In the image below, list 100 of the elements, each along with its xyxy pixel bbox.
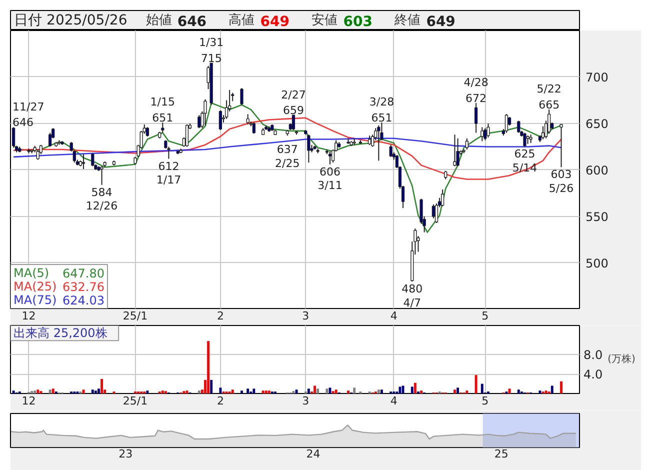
bar (98, 388, 100, 394)
bar (231, 390, 234, 394)
bar (161, 390, 164, 394)
bar (210, 380, 213, 394)
bar (207, 341, 210, 394)
y-tick-label: 500 (586, 256, 608, 270)
bar (34, 390, 36, 394)
x-tick-label: 5 (482, 394, 489, 408)
x-tick-label: 23 (118, 448, 133, 460)
y-tick-label: 700 (586, 70, 608, 84)
annotation: 606 3/11 (318, 165, 342, 192)
candlestick (12, 126, 16, 148)
candlestick (240, 88, 244, 106)
candlestick (548, 109, 551, 134)
bar (538, 390, 542, 394)
annotation: 612 1/17 (156, 160, 182, 187)
bar (474, 375, 478, 394)
x-tick-label: 5 (482, 310, 489, 322)
bar (94, 390, 97, 394)
bar (219, 388, 222, 394)
candlestick (146, 126, 149, 137)
x-tick-label: 25/1 (122, 310, 148, 322)
candlestick (480, 126, 484, 142)
annotation: 637 2/25 (275, 143, 300, 170)
annotation: 4/28 672 (464, 76, 488, 106)
bar (36, 390, 40, 394)
bar (262, 390, 264, 394)
x-tick-label: 3 (302, 310, 310, 322)
candlestick (432, 204, 436, 219)
bar (314, 386, 316, 394)
annotation: 480 4/7 (402, 282, 423, 310)
x-tick-label: 2 (216, 310, 224, 322)
bar (353, 388, 356, 394)
text: 安値 603 (312, 12, 372, 30)
y-tick-label: 650 (586, 116, 608, 131)
bar (517, 390, 520, 394)
x-tick-label: 12 (22, 394, 36, 408)
candlestick (523, 132, 526, 148)
candlestick (474, 102, 478, 134)
annotation: 1/15 651 (150, 96, 175, 125)
bar (12, 390, 15, 394)
candlestick (198, 114, 201, 129)
bar (246, 388, 250, 394)
y-tick-label: 600 (586, 163, 608, 178)
bar (326, 388, 328, 394)
bar (91, 390, 94, 394)
y-axis-title: (万株) (608, 353, 636, 365)
bar (347, 390, 350, 394)
y-tick-label: 8.0 (584, 348, 603, 362)
candlestick (246, 114, 250, 125)
annotation: 2/27 659 (281, 88, 306, 118)
bar (466, 390, 468, 394)
candlestick (252, 122, 256, 134)
x-tick-label: 12 (22, 310, 36, 322)
bar (316, 388, 320, 394)
candlestick (453, 134, 456, 167)
text: MA(5) 647.80 (14, 266, 105, 281)
bar (264, 390, 268, 394)
candlestick (218, 110, 222, 130)
text: 終値 649 (394, 13, 456, 30)
candlestick (307, 134, 310, 164)
text: 高値 649 (228, 12, 290, 30)
bar (380, 390, 383, 394)
bar (480, 384, 484, 394)
candlestick (368, 135, 372, 146)
bar (48, 390, 52, 394)
candlestick (517, 120, 520, 134)
bar (240, 390, 243, 394)
bar (560, 381, 562, 394)
bar (420, 390, 422, 394)
chart-title: 日付 2025/05/26 (14, 12, 128, 28)
candlestick (484, 128, 487, 141)
bar (410, 386, 414, 394)
bar (268, 390, 270, 394)
text: 始値 646 (146, 13, 207, 30)
bar (414, 382, 416, 394)
bar (146, 390, 149, 394)
candlestick (292, 114, 296, 130)
annotation: 1/31 715 (198, 36, 224, 66)
bar (198, 390, 200, 394)
bar (456, 388, 460, 394)
candlestick (82, 154, 86, 170)
candlestick (204, 98, 207, 126)
annotation: 11/27 646 (12, 100, 44, 130)
bar (252, 388, 256, 394)
x-tick-label: 25/1 (122, 394, 148, 408)
bar (100, 378, 103, 394)
candlestick (328, 150, 332, 165)
bar (454, 390, 456, 394)
x-tick-label: 3 (302, 394, 310, 408)
bar (377, 390, 380, 394)
text: MA(25) 632.76 (14, 279, 105, 294)
candlestick (91, 152, 94, 167)
candlestick (465, 138, 468, 150)
candlestick (100, 166, 104, 186)
candlestick (486, 122, 490, 138)
candlestick (389, 144, 392, 158)
candlestick (36, 149, 40, 160)
candlestick (377, 124, 380, 162)
text: MA(75) 624.03 (14, 292, 105, 308)
